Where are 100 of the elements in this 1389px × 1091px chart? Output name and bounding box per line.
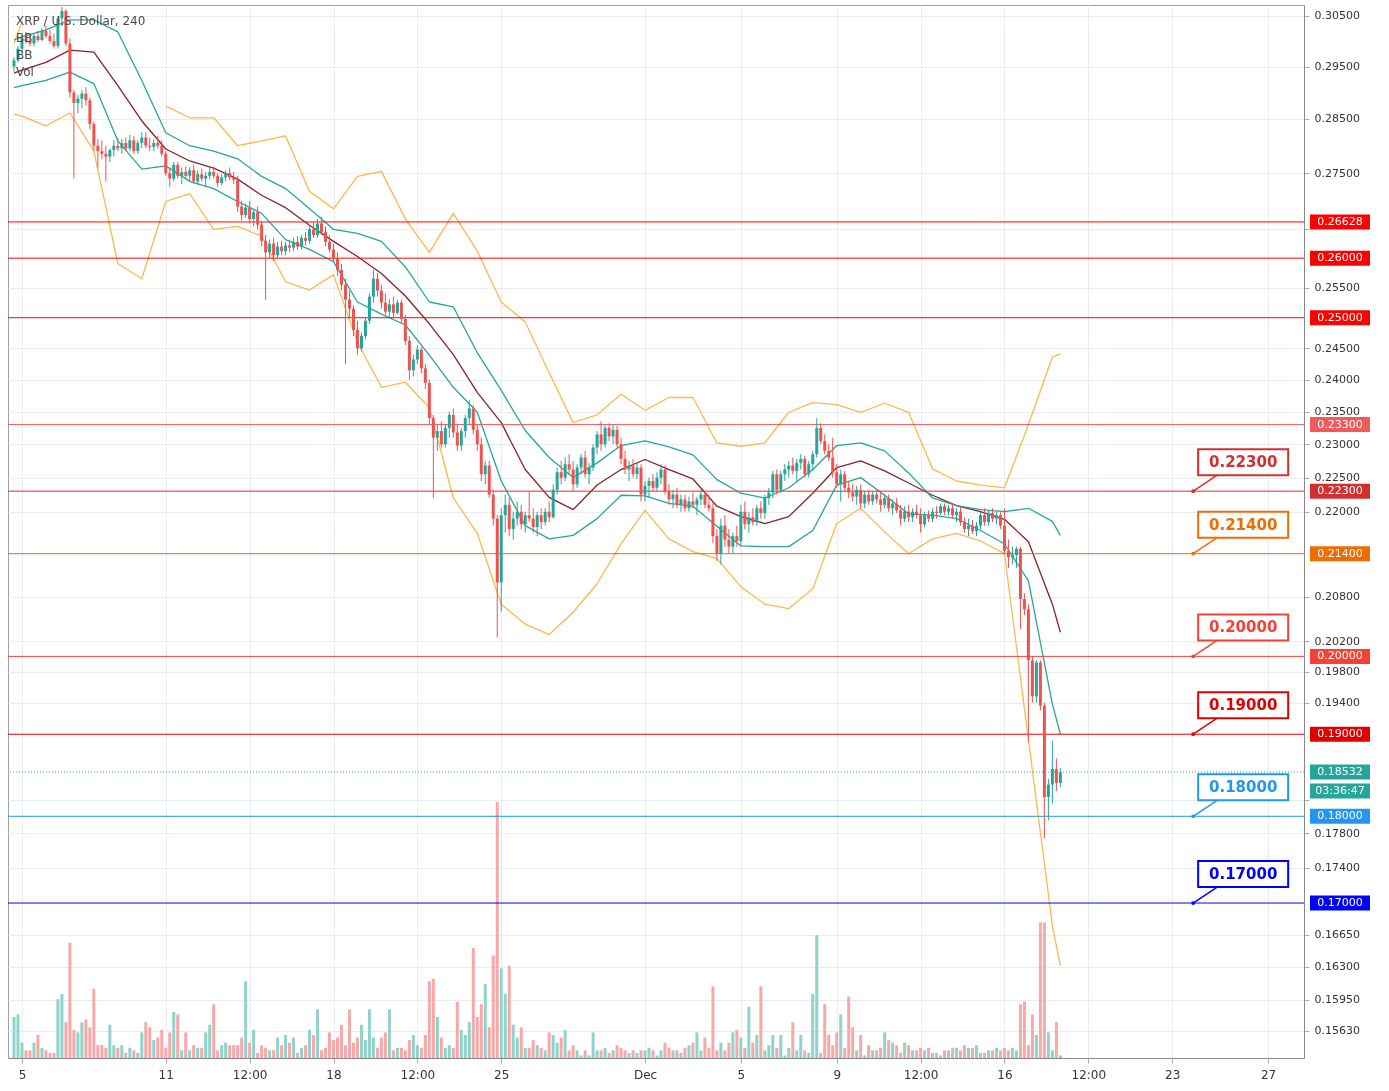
bar [212, 1004, 216, 1058]
bar [300, 1047, 304, 1058]
bar [316, 1009, 320, 1058]
candlestick [611, 424, 615, 445]
bar [80, 1022, 84, 1058]
x-tick-label: 5 [18, 1067, 27, 1082]
bar [815, 935, 819, 1058]
bar [691, 1042, 695, 1058]
candlestick [383, 293, 387, 316]
bar [359, 1024, 363, 1058]
candlestick [683, 494, 687, 513]
candlestick [419, 346, 423, 374]
y-tick-label: 0.15630 [1314, 1024, 1360, 1038]
candlestick [855, 485, 859, 506]
bar [671, 1050, 675, 1058]
bar [467, 1022, 471, 1058]
candlestick [775, 469, 779, 496]
bar [994, 1047, 998, 1058]
bar [931, 1052, 935, 1058]
bar [947, 1050, 951, 1058]
annotation: 0.20000 [1209, 618, 1278, 637]
bar [455, 1001, 459, 1058]
bar [296, 1052, 300, 1058]
bar [32, 1042, 36, 1058]
annotation: 0.17000 [1209, 865, 1278, 884]
x-tick-label: 12:00 [232, 1067, 268, 1082]
y-tick-label: 0.24500 [1314, 341, 1360, 355]
x-tick-label: 16 [997, 1067, 1013, 1082]
bar [192, 1045, 196, 1058]
bar [264, 1047, 268, 1058]
bar [328, 1032, 332, 1058]
candlestick [268, 239, 272, 259]
candlestick [172, 161, 176, 182]
candlestick [571, 460, 575, 492]
ref-line-label: 0.18000 [1317, 809, 1363, 823]
bar [160, 1029, 164, 1058]
candlestick [443, 424, 447, 449]
y-tick-label: 0.17400 [1314, 861, 1360, 875]
bar [1006, 1050, 1010, 1058]
bar [320, 1050, 324, 1058]
candlestick [675, 487, 679, 509]
bar [1038, 922, 1042, 1058]
candlestick [399, 299, 403, 325]
candlestick [771, 470, 775, 499]
bar [759, 986, 763, 1058]
bar [855, 1050, 859, 1058]
bar [499, 968, 503, 1058]
candlestick [168, 167, 172, 188]
candlestick [415, 344, 419, 365]
candlestick [531, 507, 535, 534]
candlestick [467, 399, 471, 426]
candlestick [735, 525, 739, 548]
candlestick [555, 467, 559, 496]
candlestick [1054, 757, 1058, 792]
bar [779, 1034, 783, 1058]
candlestick [375, 272, 379, 298]
candlestick [519, 504, 523, 530]
bar [575, 1050, 579, 1058]
candlestick [839, 469, 843, 502]
bar [935, 1052, 939, 1058]
bar [108, 1024, 112, 1058]
bar [683, 1047, 687, 1058]
candlestick [515, 500, 519, 527]
bar [883, 1032, 887, 1058]
candlestick [651, 473, 655, 492]
candlestick [76, 94, 80, 115]
bar [703, 1037, 707, 1058]
y-tick-label: 0.27500 [1314, 166, 1360, 180]
ref-line-label: 0.23300 [1317, 417, 1363, 431]
candlestick [803, 455, 807, 479]
bar [955, 1047, 959, 1058]
candlestick [343, 278, 347, 365]
bar [963, 1045, 967, 1058]
candlestick [679, 494, 683, 513]
bar [152, 1040, 156, 1058]
bar [911, 1050, 915, 1058]
bar [1022, 1001, 1026, 1058]
bar [252, 1029, 256, 1058]
bar [479, 1004, 483, 1058]
bar [583, 1050, 587, 1058]
x-tick-label: 25 [494, 1067, 510, 1082]
bar [140, 1032, 144, 1058]
bar [435, 1017, 439, 1058]
x-tick-label: 11 [158, 1067, 174, 1082]
bar [387, 1009, 391, 1058]
bar [743, 1047, 747, 1058]
y-tick-label: 0.28500 [1314, 112, 1360, 126]
candlestick [539, 507, 543, 530]
candlestick [779, 470, 783, 494]
bar [244, 981, 248, 1058]
candlestick [435, 424, 439, 452]
candlestick [503, 494, 507, 534]
bar [100, 1045, 104, 1058]
bar [719, 1042, 723, 1058]
candlestick [1022, 592, 1026, 616]
y-tick-label: 0.24000 [1314, 373, 1360, 387]
bar [308, 1029, 312, 1058]
candlestick [44, 25, 48, 39]
bar [635, 1052, 639, 1058]
bar [507, 965, 511, 1058]
